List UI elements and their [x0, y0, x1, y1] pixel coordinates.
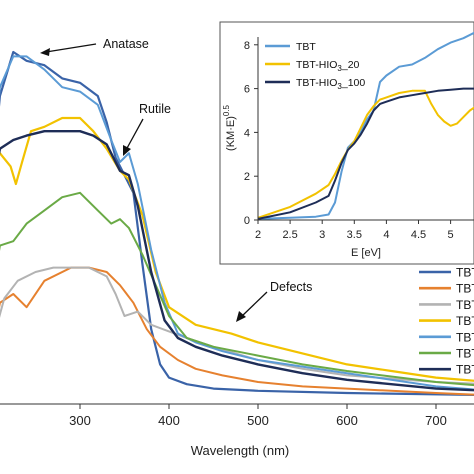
rutile-arrowhead	[123, 145, 131, 156]
inset-x-tick-label: 4.5	[411, 229, 426, 241]
main-series-line-3	[0, 266, 474, 385]
inset-y-tick-label: 0	[244, 215, 250, 227]
inset-legend-label: TBT-HIO3_20	[296, 59, 360, 73]
defects-arrow	[240, 291, 268, 318]
rutile-annotation: Rutile	[123, 102, 171, 156]
inset-x-tick-label: 4	[383, 229, 389, 241]
inset-series-line-3	[257, 87, 474, 220]
main-legend-label: TBT	[456, 266, 474, 280]
rutile-label: Rutile	[139, 102, 171, 116]
main-legend-label: TBT	[456, 363, 474, 377]
main-x-tick-label: 500	[247, 413, 269, 428]
main-series-line-2	[0, 266, 474, 396]
main-x-axis-label: Wavelength (nm)	[191, 443, 290, 458]
defects-arrowhead	[236, 311, 246, 322]
defects-annotation: Defects	[236, 280, 312, 322]
inset-y-axis-label-main: (KM·E)	[225, 116, 237, 151]
main-legend-label: TBT	[456, 314, 474, 328]
main-plot: 300 400 500 600 700 Wavelength (nm) Anatase …	[0, 37, 474, 458]
inset-series-group	[257, 31, 474, 220]
inset-x-tick-label: 2.5	[282, 229, 297, 241]
defects-label: Defects	[270, 280, 312, 294]
main-legend-label: TBT	[456, 298, 474, 312]
inset-y-ticks: 0 2 4 6 8	[244, 40, 258, 227]
anatase-arrowhead	[40, 48, 50, 56]
main-series-line-6	[0, 191, 474, 387]
main-x-tick-label: 300	[69, 413, 91, 428]
main-legend: TBT TBT TBT TBT TBT TBT TBT	[419, 266, 474, 377]
main-legend-label: TBT	[456, 347, 474, 361]
main-legend-label: TBT	[456, 282, 474, 296]
anatase-label: Anatase	[103, 37, 149, 51]
inset-legend-label: TBT	[296, 41, 316, 53]
inset-series-line-2	[257, 89, 474, 219]
main-x-tick-label: 400	[158, 413, 180, 428]
inset-y-tick-label: 4	[244, 127, 250, 139]
inset-legend: TBT TBT-HIO3_20 TBT-HIO3_100	[265, 41, 365, 91]
inset-y-tick-label: 2	[244, 171, 250, 183]
rutile-arrow	[125, 118, 144, 151]
inset-x-axis-label: E [eV]	[351, 247, 381, 259]
main-series-line-7	[0, 130, 474, 392]
inset-x-tick-label: 3	[319, 229, 325, 241]
main-series-group	[0, 50, 474, 397]
inset-x-tick-label: 5	[448, 229, 454, 241]
anatase-arrow	[45, 43, 97, 53]
inset-y-tick-label: 6	[244, 84, 250, 96]
inset-frame	[219, 21, 474, 265]
main-x-tick-label: 700	[425, 413, 447, 428]
main-x-tick-label: 600	[336, 413, 358, 428]
main-series-line-4	[0, 116, 474, 382]
main-legend-label: TBT	[456, 330, 474, 344]
inset-y-tick-label: 8	[244, 40, 250, 52]
main-x-ticks: 300 400 500 600 700	[69, 404, 447, 428]
inset-x-ticks: 2 2.5 3 3.5 4 4.5 5	[255, 220, 454, 241]
inset-y-axis-label-sup: 0.5	[222, 104, 231, 116]
inset-y-axis-label: (KM·E)0.5	[222, 104, 237, 151]
main-series-line-5	[0, 55, 474, 391]
inset-x-tick-label: 3.5	[347, 229, 362, 241]
anatase-annotation: Anatase	[40, 37, 149, 56]
inset-x-tick-label: 2	[255, 229, 261, 241]
inset-legend-label: TBT-HIO3_100	[296, 77, 365, 91]
